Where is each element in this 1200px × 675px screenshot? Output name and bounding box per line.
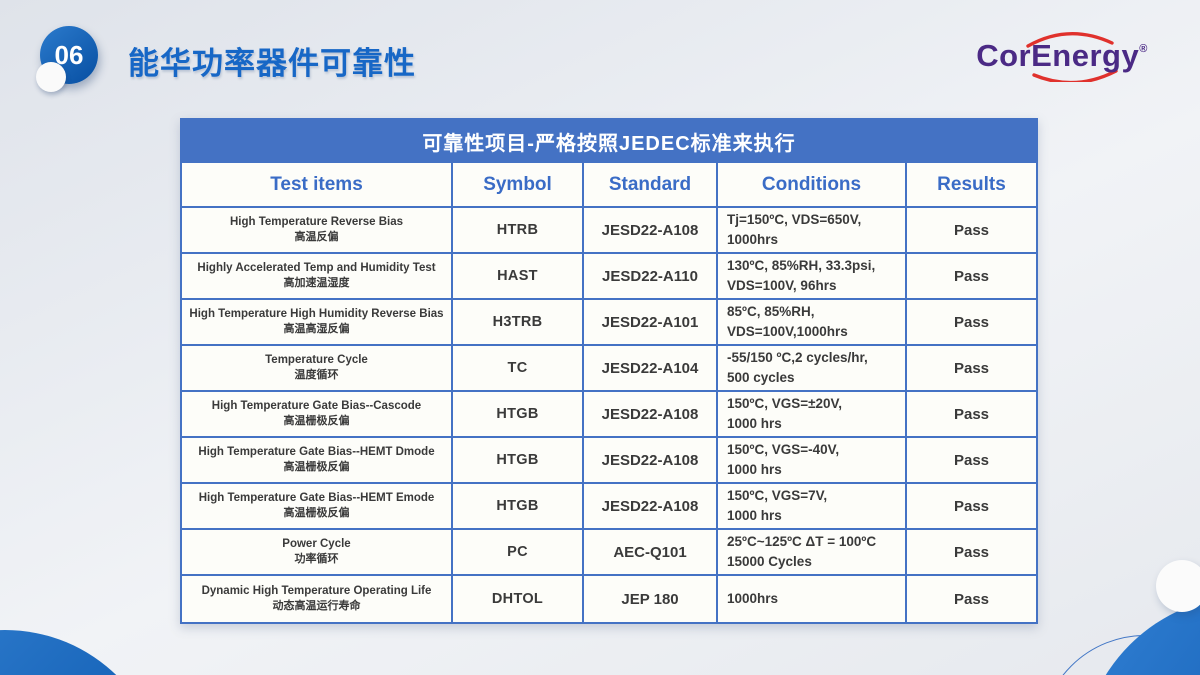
test-item-chinese: 高温栅极反偏 — [283, 507, 350, 520]
cell-result: Pass — [907, 438, 1036, 484]
badge-accent-dot — [36, 62, 66, 92]
table-row: Highly Accelerated Temp and Humidity Tes… — [182, 254, 1036, 300]
decorative-dot-bottom-right — [1156, 560, 1200, 612]
table-row: Power Cycle 功率循环 PC AEC-Q101 25ºC~125ºC ΔT =… — [182, 530, 1036, 576]
test-item-english: High Temperature Gate Bias--HEMT Dmode — [198, 445, 435, 458]
test-item-chinese: 高温栅极反偏 — [283, 461, 350, 474]
table-row: High Temperature Reverse Bias 高温反偏 HTRB JES… — [182, 208, 1036, 254]
cell-conditions: 150ºC, VGS=7V, 1000 hrs — [718, 484, 907, 530]
decorative-circle-bottom-left — [0, 630, 165, 675]
cell-symbol: TC — [453, 346, 584, 392]
cell-standard: JESD22-A108 — [584, 484, 718, 530]
cell-standard: JESD22-A110 — [584, 254, 718, 300]
column-header-test-items: Test items — [182, 163, 453, 208]
cell-symbol: H3TRB — [453, 300, 584, 346]
column-header-results: Results — [907, 163, 1036, 208]
column-header-conditions: Conditions — [718, 163, 907, 208]
logo-wordmark: CorEnergy — [976, 38, 1140, 73]
cell-symbol: HTGB — [453, 438, 584, 484]
test-item-english: High Temperature Gate Bias--HEMT Emode — [198, 491, 435, 504]
cell-standard: JESD22-A104 — [584, 346, 718, 392]
cell-conditions: Tj=150ºC, VDS=650V, 1000hrs — [718, 208, 907, 254]
table-row: High Temperature High Humidity Reverse B… — [182, 300, 1036, 346]
table-title-bar: 可靠性项目-严格按照JEDEC标准来执行 — [182, 120, 1036, 163]
test-item-english: Power Cycle — [282, 537, 351, 550]
test-item-english: High Temperature Gate Bias--Cascode — [211, 399, 422, 412]
cell-standard: JESD22-A108 — [584, 208, 718, 254]
cell-test-item: Power Cycle 功率循环 — [182, 530, 453, 576]
cell-test-item: Dynamic High Temperature Operating Life 动… — [182, 576, 453, 622]
table-body: High Temperature Reverse Bias 高温反偏 HTRB JES… — [182, 208, 1036, 622]
test-item-chinese: 高加速温湿度 — [283, 277, 350, 290]
cell-symbol: DHTOL — [453, 576, 584, 622]
cell-result: Pass — [907, 392, 1036, 438]
cell-conditions: 25ºC~125ºC ΔT = 100ºC 15000 Cycles — [718, 530, 907, 576]
cell-test-item: High Temperature Gate Bias--HEMT Emode 高温… — [182, 484, 453, 530]
test-item-english: High Temperature High Humidity Reverse B… — [189, 307, 444, 320]
test-item-english: High Temperature Reverse Bias — [230, 215, 403, 228]
cell-conditions: 1000hrs — [718, 576, 907, 622]
cell-standard: JESD22-A101 — [584, 300, 718, 346]
cell-result: Pass — [907, 254, 1036, 300]
table-row: Dynamic High Temperature Operating Life 动… — [182, 576, 1036, 622]
table-row: High Temperature Gate Bias--HEMT Emode 高温… — [182, 484, 1036, 530]
table-row: Temperature Cycle 温度循环 TC JESD22-A104 -55/15… — [182, 346, 1036, 392]
registered-mark: ® — [1139, 43, 1148, 55]
test-item-chinese: 高温反偏 — [294, 231, 339, 244]
logo-text: CorEnergy® — [972, 38, 1152, 74]
cell-conditions: 85ºC, 85%RH, VDS=100V,1000hrs — [718, 300, 907, 346]
slide-header: 06 能华功率器件可靠性 CorEnergy® — [0, 0, 1200, 110]
test-item-english: Temperature Cycle — [265, 353, 368, 366]
cell-test-item: Temperature Cycle 温度循环 — [182, 346, 453, 392]
cell-result: Pass — [907, 576, 1036, 622]
test-item-chinese: 功率循环 — [294, 553, 339, 566]
cell-result: Pass — [907, 346, 1036, 392]
test-item-english: Dynamic High Temperature Operating Life — [201, 584, 432, 597]
cell-standard: JESD22-A108 — [584, 438, 718, 484]
cell-standard: JEP 180 — [584, 576, 718, 622]
test-item-chinese: 温度循环 — [294, 369, 339, 382]
reliability-table: 可靠性项目-严格按照JEDEC标准来执行 Test items Symbol S… — [180, 118, 1038, 624]
cell-test-item: High Temperature High Humidity Reverse B… — [182, 300, 453, 346]
cell-test-item: High Temperature Gate Bias--HEMT Dmode 高温… — [182, 438, 453, 484]
test-item-chinese: 动态高温运行寿命 — [272, 600, 361, 613]
cell-test-item: High Temperature Reverse Bias 高温反偏 — [182, 208, 453, 254]
page-title: 能华功率器件可靠性 — [128, 46, 416, 81]
cell-conditions: 150ºC, VGS=-40V, 1000 hrs — [718, 438, 907, 484]
cell-result: Pass — [907, 300, 1036, 346]
cell-result: Pass — [907, 484, 1036, 530]
logo-arc-icon — [1026, 32, 1118, 82]
column-header-symbol: Symbol — [453, 163, 584, 208]
test-item-chinese: 高温高湿反偏 — [283, 323, 350, 336]
table-header-row: Test items Symbol Standard Conditions Re… — [182, 163, 1036, 208]
cell-conditions: 150ºC, VGS=±20V, 1000 hrs — [718, 392, 907, 438]
cell-conditions: 130ºC, 85%RH, 33.3psi, VDS=100V, 96hrs — [718, 254, 907, 300]
test-item-english: Highly Accelerated Temp and Humidity Tes… — [197, 261, 436, 274]
test-item-chinese: 高温栅极反偏 — [283, 415, 350, 428]
table-row: High Temperature Gate Bias--Cascode 高温栅极反… — [182, 392, 1036, 438]
cell-conditions: -55/150 ºC,2 cycles/hr, 500 cycles — [718, 346, 907, 392]
cell-symbol: HTRB — [453, 208, 584, 254]
cell-result: Pass — [907, 208, 1036, 254]
cell-symbol: HAST — [453, 254, 584, 300]
table-row: High Temperature Gate Bias--HEMT Dmode 高温… — [182, 438, 1036, 484]
column-header-standard: Standard — [584, 163, 718, 208]
corenergy-logo: CorEnergy® — [972, 30, 1152, 82]
cell-standard: JESD22-A108 — [584, 392, 718, 438]
cell-test-item: High Temperature Gate Bias--Cascode 高温栅极反… — [182, 392, 453, 438]
cell-result: Pass — [907, 530, 1036, 576]
cell-symbol: PC — [453, 530, 584, 576]
cell-standard: AEC-Q101 — [584, 530, 718, 576]
cell-symbol: HTGB — [453, 392, 584, 438]
cell-test-item: Highly Accelerated Temp and Humidity Tes… — [182, 254, 453, 300]
cell-symbol: HTGB — [453, 484, 584, 530]
